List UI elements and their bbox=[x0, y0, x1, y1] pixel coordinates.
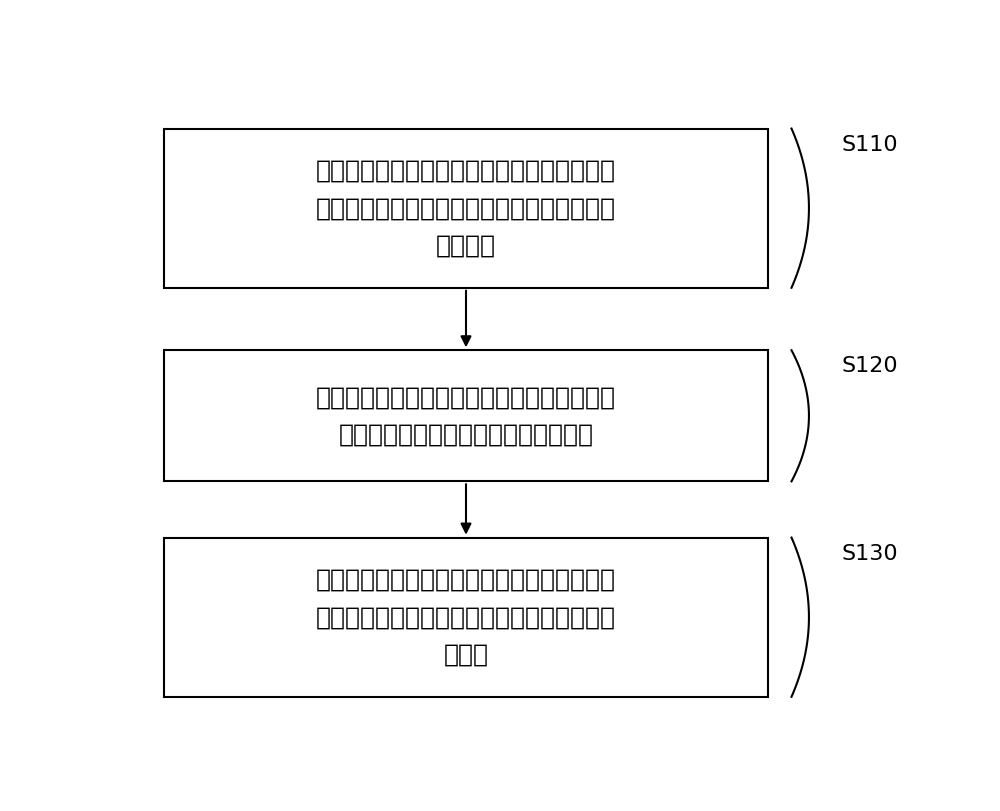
FancyBboxPatch shape bbox=[164, 538, 768, 697]
Text: S110: S110 bbox=[842, 135, 899, 155]
Text: 根据瞬态线圈电流对高速机械开关进行热电耦
合场仿真分析，以获得线圈的温升曲线: 根据瞬态线圈电流对高速机械开关进行热电耦 合场仿真分析，以获得线圈的温升曲线 bbox=[316, 385, 616, 446]
Text: 对高速机械开关进行电磁场仿真分析，以确定
高速机械开关的瞬态线圈电流和斥力金属盘的
电磁斥力: 对高速机械开关进行电磁场仿真分析，以确定 高速机械开关的瞬态线圈电流和斥力金属盘… bbox=[316, 159, 616, 257]
Text: S130: S130 bbox=[842, 544, 899, 564]
Text: 根据电磁斥力对高速机械开关进行分闸反弹运
动场耦合仿真分析，以获得高速机械开关的位
移曲线: 根据电磁斥力对高速机械开关进行分闸反弹运 动场耦合仿真分析，以获得高速机械开关的… bbox=[316, 568, 616, 667]
FancyBboxPatch shape bbox=[164, 350, 768, 482]
Text: S120: S120 bbox=[842, 357, 899, 376]
FancyBboxPatch shape bbox=[164, 129, 768, 288]
